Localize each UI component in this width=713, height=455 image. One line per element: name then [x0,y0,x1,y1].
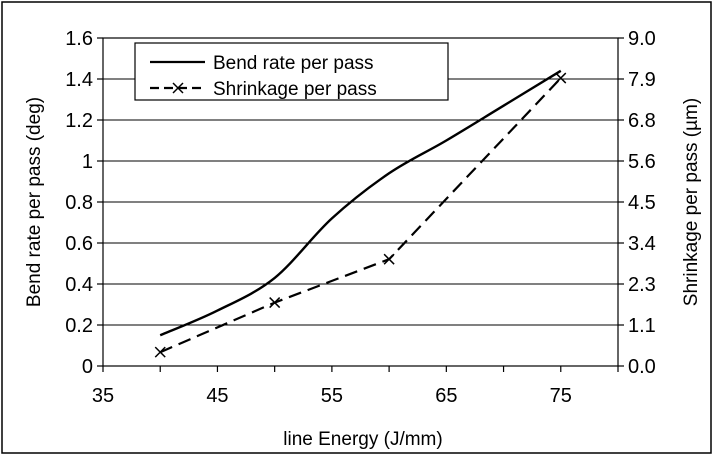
y2-tick-label: 9.0 [628,28,656,50]
y2-axis-label: Shrinkage per pass (µm) [681,98,702,306]
data-point-shrinkage-per-pass [555,72,567,84]
legend-label-shrinkage: Shrinkage per pass [213,79,377,100]
legend-label-bend-rate: Bend rate per pass [213,53,374,74]
y-axis-ticks: 0 0.2 0.4 0.6 0.8 1 1.2 1.4 1.6 [65,28,103,378]
y-axis-label: Bend rate per pass (deg) [24,97,45,307]
y-tick-label: 0 [82,356,93,378]
y2-axis-ticks: 0.0 1.1 2.3 3.4 4.5 5.6 6.8 7.9 9.0 [618,28,656,378]
y2-tick-label: 1.1 [628,315,656,337]
x-tick-label: 55 [321,385,343,407]
series-layer [154,69,567,358]
x-axis-ticks: 35 45 55 65 75 [92,366,619,407]
series-line-bend-rate-per-pass [159,69,562,337]
y2-tick-label: 0.0 [628,356,656,378]
legend-box [134,42,449,101]
data-point-shrinkage-per-pass [154,346,166,358]
y-tick-label: 0.8 [65,192,93,214]
legend-marker-shrinkage [172,82,184,94]
x-tick-label: 35 [92,385,114,407]
y2-tick-label: 4.5 [628,192,656,214]
y-tick-label: 1.4 [65,69,93,91]
y2-tick-label: 5.6 [628,151,656,173]
data-point-shrinkage-per-pass [269,297,281,309]
y-tick-label: 0.4 [65,274,93,296]
y2-tick-label: 2.3 [628,274,656,296]
legend: Bend rate per pass Shrinkage per pass [134,42,449,101]
x-tick-label: 65 [435,385,457,407]
y2-tick-label: 7.9 [628,69,656,91]
series-line-shrinkage-per-pass [159,77,562,354]
x-tick-label: 45 [206,385,228,407]
y-tick-label: 0.6 [65,233,93,255]
y-tick-label: 1.2 [65,110,93,132]
x-axis-label: line Energy (J/mm) [283,429,442,450]
y-tick-label: 1.6 [65,28,93,50]
y2-tick-label: 6.8 [628,110,656,132]
x-tick-label: 75 [550,385,572,407]
y2-tick-label: 3.4 [628,233,656,255]
y-tick-label: 1 [82,151,93,173]
y-tick-label: 0.2 [65,315,93,337]
data-point-shrinkage-per-pass [383,253,395,265]
